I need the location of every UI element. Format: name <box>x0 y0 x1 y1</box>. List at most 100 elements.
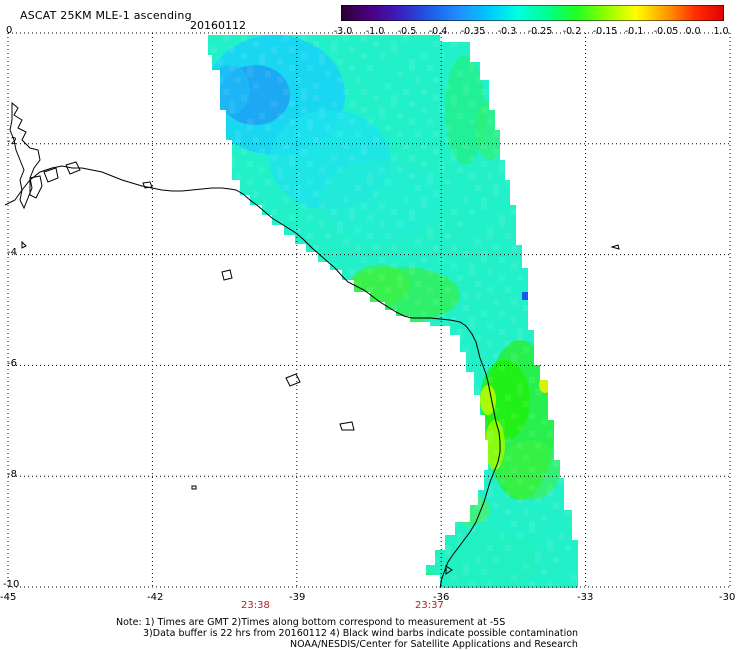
field-cell <box>208 383 211 389</box>
field-cell <box>217 173 223 179</box>
field-cell <box>235 227 241 233</box>
field-cell <box>289 215 295 221</box>
field-cell <box>415 503 421 509</box>
field-cell <box>373 137 379 143</box>
field-cell <box>295 281 301 287</box>
field-cell <box>277 221 283 227</box>
field-cell <box>361 461 367 467</box>
field-cell <box>259 317 265 323</box>
field-cell <box>223 407 229 413</box>
field-cell <box>577 497 578 503</box>
field-cell <box>295 227 301 233</box>
field-cell <box>265 179 271 185</box>
x-tick-label: -33 <box>577 592 594 603</box>
field-cell <box>427 173 433 179</box>
field-cell <box>547 65 553 71</box>
field-cell <box>307 491 313 497</box>
field-cell <box>355 449 361 455</box>
field-cell <box>439 53 445 59</box>
field-cell <box>553 353 559 359</box>
field-cell <box>241 461 247 467</box>
field-cell <box>331 209 337 215</box>
field-cell <box>385 437 391 443</box>
field-cell <box>253 563 259 569</box>
field-cell <box>331 563 337 569</box>
field-cell <box>457 329 463 335</box>
scale-label: -0.35 <box>460 26 486 37</box>
scale-label: -0.5 <box>397 26 417 37</box>
field-cell <box>511 521 517 527</box>
field-cell <box>397 371 403 377</box>
field-cell <box>451 245 457 251</box>
field-cell <box>235 395 241 401</box>
field-cell <box>271 581 277 587</box>
field-cell <box>481 143 487 149</box>
field-cell <box>319 203 325 209</box>
field-cell <box>559 383 565 389</box>
field-cell <box>457 539 463 545</box>
field-cell <box>397 533 403 539</box>
field-cell <box>361 311 367 317</box>
field-cell <box>511 575 517 581</box>
field-cell <box>229 581 235 587</box>
field-cell <box>403 89 409 95</box>
field-cell <box>511 413 517 419</box>
field-cell <box>511 317 517 323</box>
field-cell <box>409 527 415 533</box>
field-cell <box>319 59 325 65</box>
field-cell <box>481 89 487 95</box>
field-cell <box>505 341 511 347</box>
field-cell <box>445 179 451 185</box>
field-cell <box>541 47 547 53</box>
field-patch <box>445 55 485 165</box>
field-cell <box>421 203 427 209</box>
field-cell <box>208 233 211 239</box>
field-cell <box>253 191 259 197</box>
field-cell <box>319 275 325 281</box>
field-cell <box>319 113 325 119</box>
field-cell <box>427 437 433 443</box>
field-cell <box>211 455 217 461</box>
field-cell <box>505 287 511 293</box>
field-cell <box>253 305 259 311</box>
field-cell <box>301 203 307 209</box>
field-cell <box>265 497 271 503</box>
field-cell <box>349 581 355 587</box>
field-cell <box>331 509 337 515</box>
field-cell <box>565 83 571 89</box>
field-cell <box>427 341 433 347</box>
field-cell <box>253 137 259 143</box>
field-cell <box>439 479 445 485</box>
field-cell <box>307 545 313 551</box>
field-cell <box>277 425 283 431</box>
footer-credit: NOAA/NESDIS/Center for Satellite Applica… <box>290 639 578 650</box>
field-cell <box>457 221 463 227</box>
field-cell <box>229 161 235 167</box>
field-cell <box>277 371 283 377</box>
field-cell <box>253 359 259 365</box>
field-cell <box>367 377 373 383</box>
island-outline <box>285 373 301 387</box>
x-tick-label: -39 <box>289 592 306 603</box>
field-cell <box>469 59 475 65</box>
field-cell <box>367 545 373 551</box>
field-cell <box>553 245 559 251</box>
field-cell <box>367 383 373 389</box>
field-cell <box>259 53 265 59</box>
field-cell <box>343 197 349 203</box>
field-cell <box>535 131 541 137</box>
field-cell <box>211 155 217 161</box>
field-cell <box>265 491 271 497</box>
field-cell <box>493 503 499 509</box>
field-cell <box>499 311 505 317</box>
field-cell <box>421 89 427 95</box>
field-cell <box>373 557 379 563</box>
field-cell <box>397 335 403 341</box>
field-cell <box>307 125 313 131</box>
y-tick-label: -2 <box>7 136 17 147</box>
field-cell <box>463 251 469 257</box>
field-cell <box>259 521 265 527</box>
field-cell <box>535 557 541 563</box>
field-cell <box>469 413 475 419</box>
field-cell <box>427 527 433 533</box>
